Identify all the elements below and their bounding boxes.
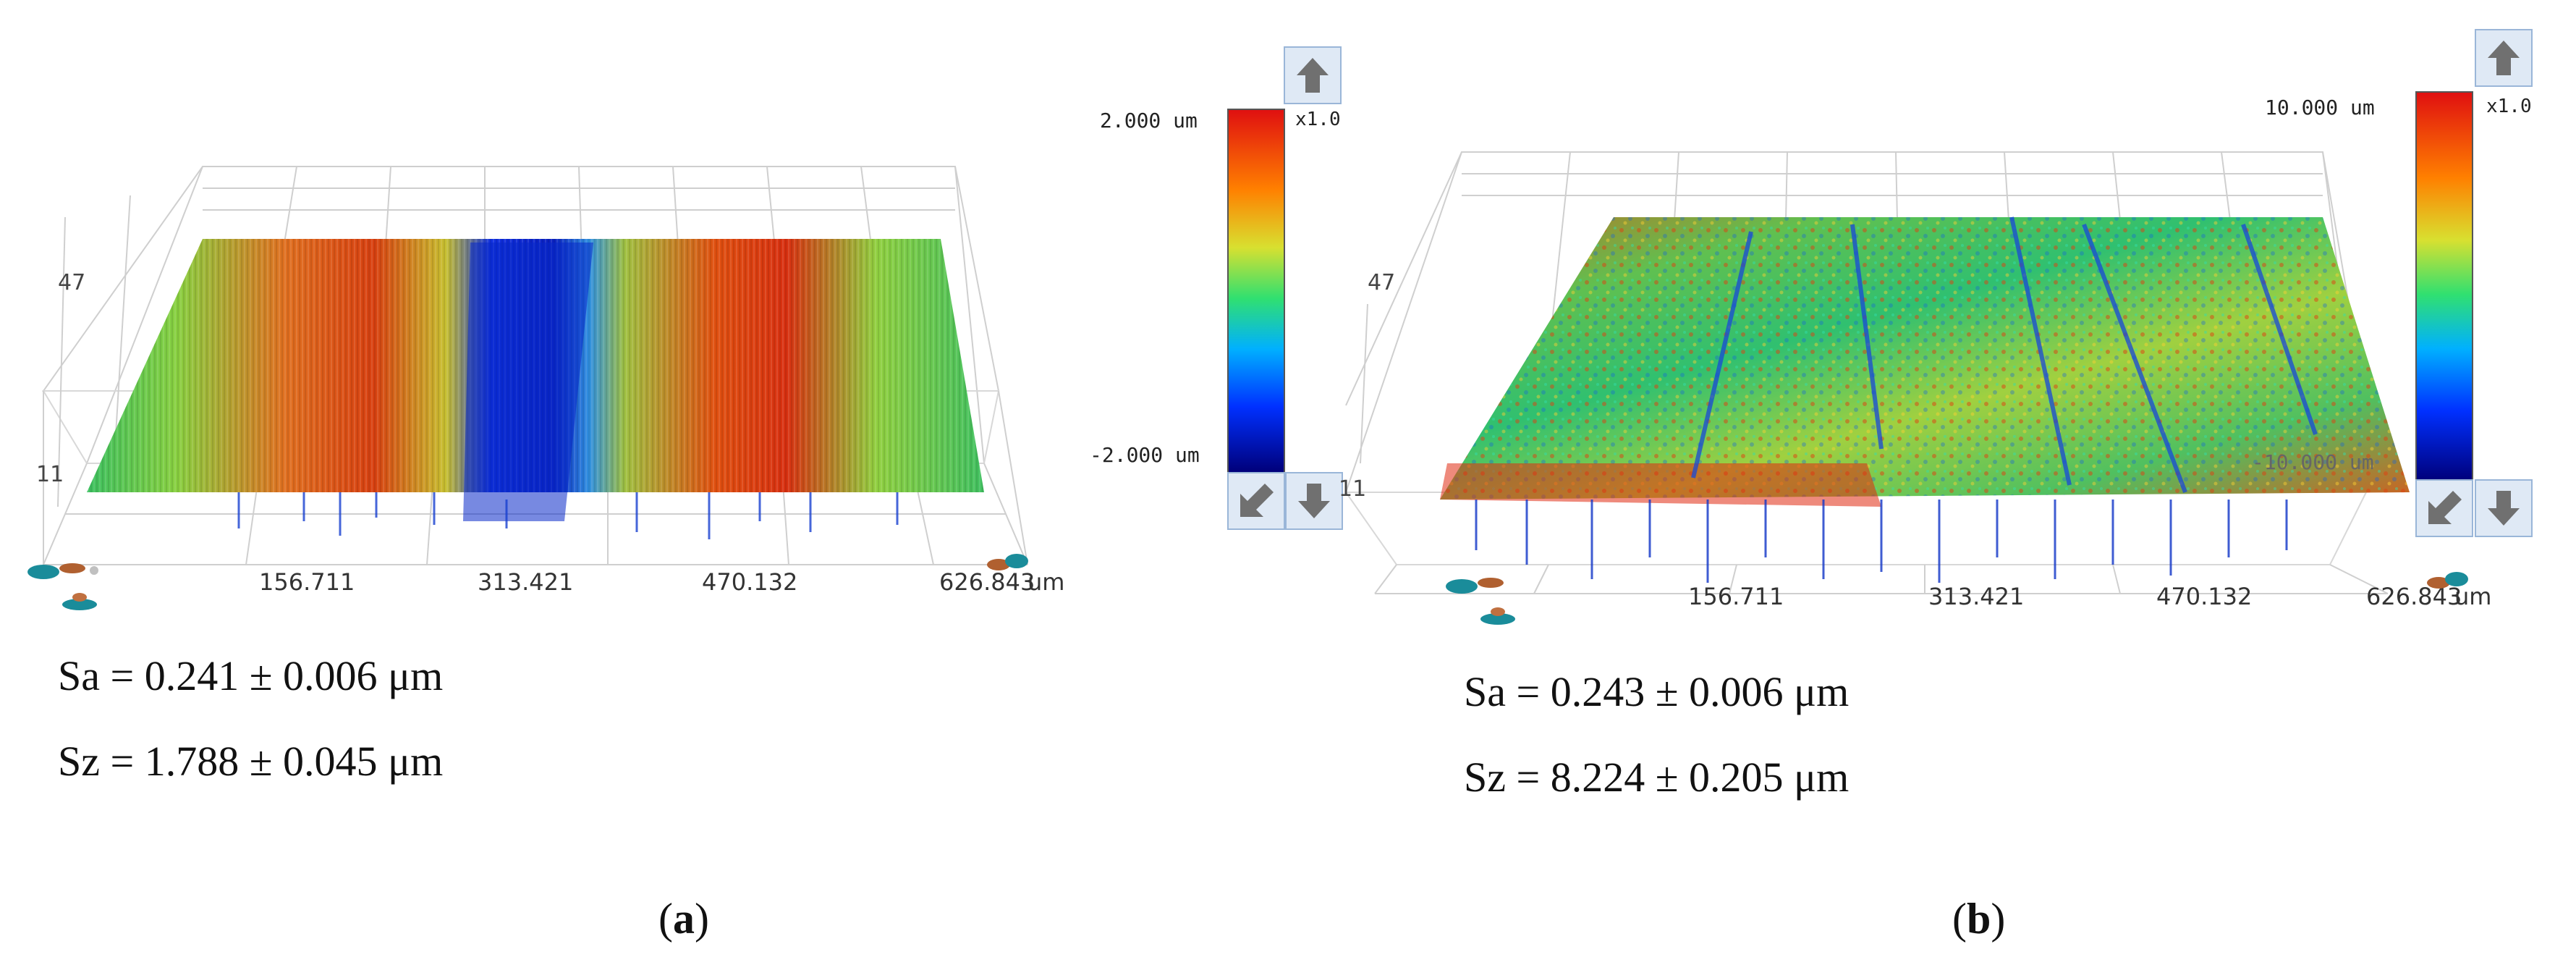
axis-orientation-icon[interactable]	[1446, 578, 1515, 625]
x-tick-a-3: 626.843	[939, 568, 1035, 596]
colorbar-max-b: 10.000 um	[2265, 96, 2375, 119]
arrow-up-icon	[1297, 58, 1329, 93]
y-tick-a-1: 11	[36, 462, 64, 487]
x-tick-b-2: 470.132	[2156, 583, 2252, 610]
arrow-up-icon	[2488, 41, 2520, 75]
rotate-diagonal-icon	[2428, 491, 2462, 524]
rotate-button-b[interactable]	[2415, 479, 2473, 537]
scale-down-button-a[interactable]	[1285, 472, 1343, 530]
surface-plot-a: 47 11 156.711 313.421 470.132 626.843 um	[27, 166, 1064, 610]
colorbar-min-b: -10.000 um	[2252, 450, 2374, 474]
caption-b: (b)	[1952, 895, 2006, 943]
sa-metric-a: Sa = 0.241 ± 0.006 μm	[58, 652, 444, 699]
rotate-button-a[interactable]	[1227, 472, 1285, 530]
scale-down-button-b[interactable]	[2475, 479, 2533, 537]
arrow-down-icon	[1298, 484, 1330, 518]
colorbar-scale-b: x1.0	[2486, 96, 2532, 117]
sz-metric-a: Sz = 1.788 ± 0.045 μm	[58, 738, 444, 785]
colorbar-a	[1227, 109, 1285, 473]
x-axis-unit-b: um	[2454, 583, 2491, 610]
y-tick-a-0: 47	[58, 270, 85, 295]
axis-orientation-icon[interactable]	[27, 563, 98, 610]
rotate-diagonal-icon	[1240, 484, 1274, 517]
y-tick-b-0: 47	[1368, 270, 1395, 295]
colorbar-min-a: -2.000 um	[1090, 443, 1200, 467]
surface-plot-b: 47 11 156.711 313.421 470.132 626.843 um	[1339, 151, 2491, 625]
surface-a	[87, 239, 984, 539]
x-tick-b-3: 626.843	[2366, 583, 2462, 610]
scale-up-button-a[interactable]	[1284, 46, 1342, 104]
y-tick-b-1: 11	[1339, 476, 1366, 502]
x-tick-a-1: 313.421	[478, 568, 573, 596]
x-tick-a-0: 156.711	[259, 568, 355, 596]
x-tick-b-1: 313.421	[1928, 583, 2024, 610]
arrow-down-icon	[2488, 491, 2520, 526]
axis-orientation-icon	[987, 554, 1028, 570]
caption-a: (a)	[658, 895, 709, 943]
colorbar-max-a: 2.000 um	[1100, 109, 1198, 132]
sz-metric-b: Sz = 8.224 ± 0.205 μm	[1464, 754, 1850, 801]
x-tick-a-2: 470.132	[702, 568, 797, 596]
scale-up-button-b[interactable]	[2475, 29, 2533, 87]
surface-b	[1440, 216, 2410, 583]
colorbar-scale-a: x1.0	[1295, 109, 1341, 130]
caption-letter-a: a	[672, 895, 695, 943]
panel-b: 47 11 156.711 313.421 470.132 626.843 um…	[1288, 0, 2576, 965]
caption-letter-b: b	[1966, 895, 1991, 943]
x-tick-b-0: 156.711	[1688, 583, 1784, 610]
panel-a: 47 11 156.711 313.421 470.132 626.843 um…	[27, 46, 1343, 943]
x-axis-unit-a: um	[1028, 568, 1064, 596]
colorbar-b	[2415, 91, 2473, 482]
axis-orientation-icon	[2427, 572, 2468, 589]
sa-metric-b: Sa = 0.243 ± 0.006 μm	[1464, 668, 1850, 715]
